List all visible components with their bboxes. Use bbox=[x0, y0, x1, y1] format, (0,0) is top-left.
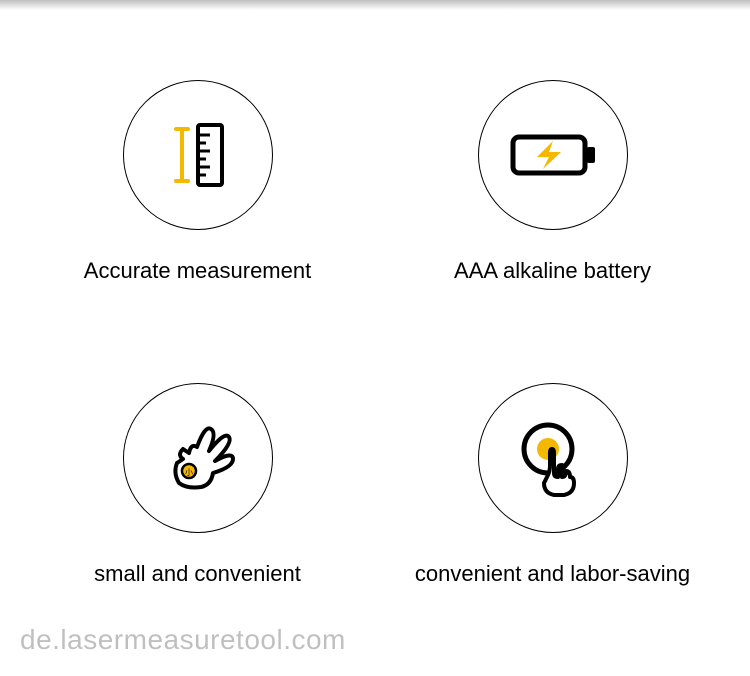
feature-accurate-measurement: Accurate measurement bbox=[20, 30, 375, 333]
feature-label: small and convenient bbox=[94, 561, 301, 587]
icon-circle: 小 bbox=[123, 383, 273, 533]
feature-battery: AAA alkaline battery bbox=[375, 30, 730, 333]
icon-circle bbox=[478, 80, 628, 230]
feature-small-convenient: 小 small and convenient bbox=[20, 333, 375, 636]
top-shadow bbox=[0, 0, 750, 10]
features-grid: Accurate measurement AAA alkaline batter… bbox=[0, 0, 750, 676]
feature-labor-saving: convenient and labor-saving bbox=[375, 333, 730, 636]
icon-circle bbox=[123, 80, 273, 230]
icon-circle bbox=[478, 383, 628, 533]
touch-button-icon bbox=[508, 413, 598, 503]
ok-hand-icon: 小 bbox=[153, 413, 243, 503]
feature-label: AAA alkaline battery bbox=[454, 258, 651, 284]
battery-icon bbox=[503, 125, 603, 185]
measurement-ruler-icon bbox=[158, 115, 238, 195]
feature-label: Accurate measurement bbox=[84, 258, 311, 284]
feature-label: convenient and labor-saving bbox=[415, 561, 690, 587]
svg-text:小: 小 bbox=[185, 468, 193, 477]
